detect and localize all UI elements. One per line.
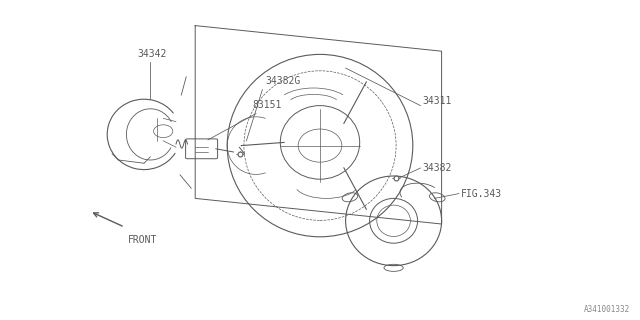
Text: A341001332: A341001332: [584, 305, 630, 314]
Text: 34342: 34342: [138, 49, 167, 59]
Text: 34382: 34382: [422, 163, 452, 173]
Text: FIG.343: FIG.343: [461, 188, 502, 199]
Text: 34382G: 34382G: [266, 76, 301, 86]
Text: 34311: 34311: [422, 96, 452, 106]
Text: 83151: 83151: [253, 100, 282, 110]
Text: FRONT: FRONT: [128, 235, 157, 245]
